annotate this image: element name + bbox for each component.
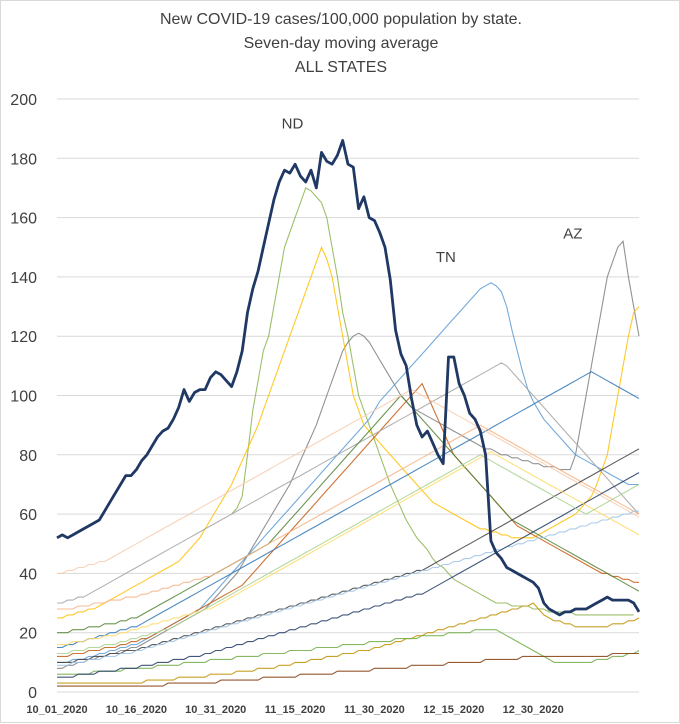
series-line [57,451,640,646]
y-tick-label: 160 [10,211,37,228]
y-tick-label: 0 [28,685,37,702]
y-tick-label: 40 [19,566,37,583]
series-line [57,652,639,687]
gridlines [57,98,639,693]
y-tick-label: 100 [10,389,37,406]
x-tick-label: 10_01_2020 [26,704,87,716]
series-line [57,362,640,604]
y-tick-label: 80 [19,448,37,465]
highlight-series-group [56,139,641,617]
y-tick-label: 180 [10,151,37,168]
series-line [57,454,640,655]
chart-title: New COVID-19 cases/100,000 population by… [160,11,522,28]
x-axis-ticks: 10_01_2020 10_16_2020 10_31_2020 11_15_2020… [26,704,563,716]
x-tick-label: 11_30_2020 [344,704,405,716]
series-line [57,382,639,657]
series-line [57,245,640,619]
series-line [57,394,640,634]
x-tick-label: 10_31_2020 [185,704,246,716]
y-tick-label: 140 [10,270,37,287]
x-tick-label: 11_15_2020 [265,704,326,716]
series-line [57,371,640,649]
chart-subtitle: Seven-day moving average [243,35,439,52]
series-annotation: AZ [563,225,582,242]
annotations: ND TN AZ [282,116,583,266]
series-line [57,424,640,610]
y-axis-ticks: 0 20 40 60 80 100 120 140 160 180 200 [10,92,37,702]
series-line [57,282,639,663]
y-tick-label: 200 [10,92,37,109]
y-tick-label: 20 [19,626,37,643]
series-line [57,448,640,663]
chart-subtitle-2: ALL STATES [294,59,388,76]
series-line [57,240,640,669]
series-line [57,629,640,675]
series-line [57,602,640,684]
series-line [57,472,640,678]
series-annotation: ND [282,116,304,133]
highlight-series-line [56,139,641,617]
y-tick-label: 60 [19,507,37,524]
background-series-group [57,187,640,687]
series-line [57,388,640,574]
series-line [57,510,639,666]
y-tick-label: 120 [10,329,37,346]
x-tick-label: 12_30_2020 [503,704,564,716]
series-annotation: TN [436,249,456,266]
x-tick-label: 12_15_2020 [423,704,484,716]
x-tick-label: 10_16_2020 [106,704,167,716]
